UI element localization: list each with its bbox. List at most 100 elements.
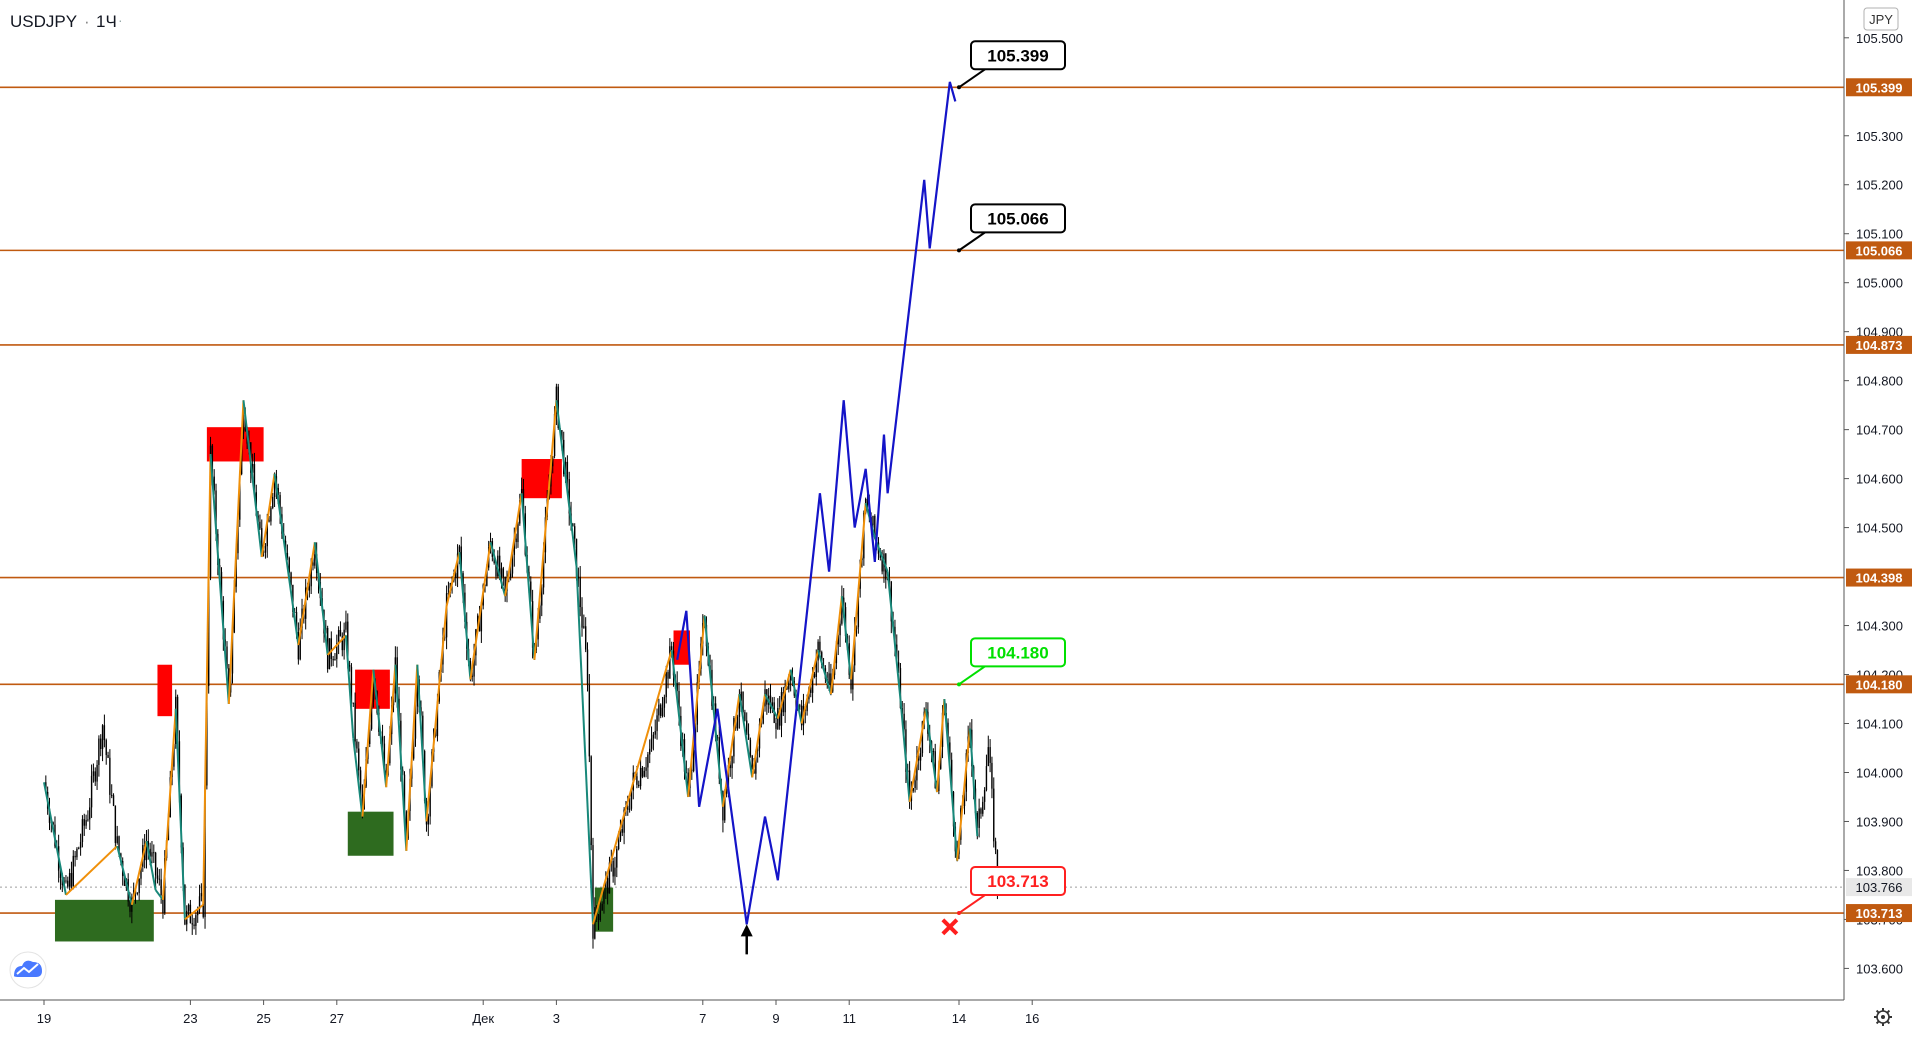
candle-body (982, 801, 984, 814)
candle-body (762, 706, 764, 724)
candle-body (286, 552, 289, 558)
candle-body (96, 764, 98, 782)
candle-body (740, 691, 742, 701)
callout-label: 105.066 (987, 209, 1048, 228)
demand-zone (54, 899, 154, 942)
candle-body (343, 629, 345, 651)
candle-body (67, 880, 69, 887)
level-price-tag-label: 104.873 (1856, 338, 1903, 353)
zigzag-segment (840, 596, 853, 680)
candle-body (639, 767, 642, 787)
zigzag-segment (326, 634, 347, 656)
candle-body (253, 464, 256, 493)
candle-body (919, 753, 922, 761)
zigzag-segment (469, 542, 492, 680)
zigzag-segment (817, 649, 832, 695)
zigzag-segment (145, 840, 157, 891)
current-price-tag (1846, 878, 1912, 897)
x-tick-labels: 19 23 25 27 Дек 3 7 9 11 14 16 (37, 1000, 1039, 1026)
zigzag-segment (385, 664, 397, 788)
candle-body (59, 870, 62, 878)
price-axis[interactable]: 105.500105.300105.200105.100105.000104.9… (1843, 0, 1920, 1000)
candle-body (277, 488, 279, 496)
candle-body (78, 847, 80, 849)
candle-body (897, 662, 900, 669)
candle-body (661, 707, 664, 716)
supply-zone (206, 427, 264, 462)
level-price-tag (1846, 904, 1912, 923)
candle-body (118, 836, 120, 854)
candle-body (74, 855, 76, 858)
x-tick-label: 16 (1025, 1011, 1039, 1026)
candle-body (356, 741, 358, 749)
candle-body (123, 875, 126, 887)
currency-badge[interactable]: JPY (1863, 7, 1899, 31)
candle-body (866, 498, 869, 505)
candle-body (251, 464, 254, 473)
candle-body (872, 516, 874, 526)
candle-body (511, 554, 514, 574)
candle-body (643, 770, 645, 777)
candle-body (81, 819, 84, 843)
candle-body (455, 573, 457, 579)
candle-body (903, 713, 905, 730)
candle-body (341, 636, 343, 651)
candle-body (918, 755, 920, 761)
gear-icon[interactable] (1874, 1008, 1892, 1026)
candle-body (350, 666, 353, 704)
zigzag-layer (43, 400, 979, 925)
candle-body (667, 671, 669, 679)
candle-body (603, 887, 605, 904)
interval-label[interactable]: 1Ч (96, 12, 117, 31)
zigzag-segment (344, 635, 355, 739)
candle-body (541, 587, 543, 606)
candle-body (151, 852, 153, 857)
candle-body (601, 903, 603, 911)
candle-body (839, 623, 841, 636)
zigzag-segment (445, 551, 461, 607)
candle-body (213, 476, 215, 491)
candle-body (361, 794, 364, 810)
candle-body (606, 878, 609, 894)
candle-body (403, 774, 406, 812)
level-price-tag-label: 105.066 (1856, 243, 1903, 258)
candle-body (592, 845, 594, 939)
candle-body (747, 733, 750, 740)
candle-body (537, 618, 539, 640)
callout-box (970, 866, 1066, 897)
zigzag-segment (800, 649, 820, 724)
tradingview-cloud-icon[interactable] (9, 951, 47, 989)
zigzag-segment (943, 698, 959, 861)
candle-body (638, 784, 640, 787)
candle-body (500, 568, 503, 577)
candle-body (782, 691, 785, 713)
chart-header: USDJPY · 1Ч · (10, 12, 123, 31)
candle-body (385, 770, 387, 776)
callout-label: 104.180 (987, 643, 1048, 662)
candle-body (231, 632, 234, 674)
y-tick-label: 103.600 (1856, 961, 1903, 976)
candle-body (345, 621, 347, 630)
candle-body (916, 755, 918, 781)
candle-body (486, 567, 488, 586)
candle-body (359, 770, 362, 795)
candle-body (79, 842, 82, 848)
candle-body (725, 789, 728, 794)
zigzag-segment (850, 503, 867, 680)
stop-cross-b (941, 918, 959, 936)
candle-body (279, 495, 281, 515)
zigzag-segment (352, 738, 364, 817)
zigzag-segment (43, 782, 67, 896)
demand-zone (347, 811, 394, 856)
zigzag-segment (154, 889, 164, 901)
candle-body (272, 496, 274, 508)
zigzag-segment (789, 669, 803, 724)
x-tick-label: 27 (330, 1011, 344, 1026)
time-axis[interactable]: 19 23 25 27 Дек 3 7 9 11 14 16 (0, 999, 1920, 1040)
candle-body (597, 914, 600, 920)
candle-body (396, 657, 398, 699)
candle-body (943, 712, 946, 714)
candle-body (950, 759, 953, 792)
candle-body (509, 573, 512, 578)
